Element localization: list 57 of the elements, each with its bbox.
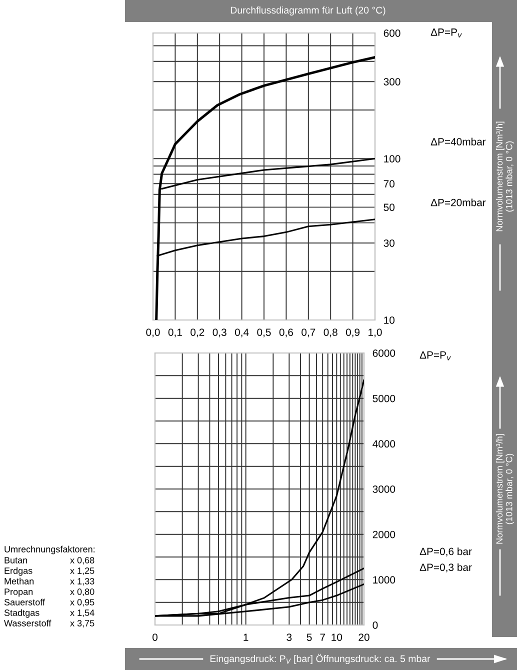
x-tick-label: 0,5 <box>257 328 271 338</box>
text: Butan <box>4 557 28 564</box>
text: ΔP=20mbar <box>430 198 486 206</box>
y-tick-label: 2000 <box>372 530 396 538</box>
y-tick-label: 600 <box>384 30 400 37</box>
x-tick-label: 0,7 <box>302 328 316 338</box>
x-tick-label: 0,3 <box>212 328 226 338</box>
x-tick-label: 0,2 <box>190 328 204 338</box>
text: ΔP=40mbar <box>430 138 486 146</box>
x-tick-label: 1,0 <box>368 328 382 338</box>
text: ΔP=0,3 bar <box>420 563 472 572</box>
text: Erdgas <box>4 567 32 576</box>
x-tick-label: 0,8 <box>324 328 338 338</box>
x-tick-label: 3 <box>286 634 292 641</box>
text: ΔP=P$_{v}$ <box>430 28 462 38</box>
x-tick-label: 0 <box>152 634 158 641</box>
y-tick-label: 5000 <box>372 394 396 402</box>
chart-title: Durchflussdiagramm für Luft (20 °C) <box>230 6 386 16</box>
text: x 1,54 <box>70 610 94 617</box>
y-tick-label: 1000 <box>373 576 396 584</box>
x-tick-label: 7 <box>320 634 325 641</box>
y-tick-label: 100 <box>384 155 400 162</box>
text: Methan <box>4 578 34 584</box>
y-tick-label: 300 <box>384 78 400 86</box>
x-tick-label: 5 <box>306 634 312 641</box>
text: x 1,33 <box>70 578 94 586</box>
text: Stadtgas <box>4 609 40 618</box>
text: x 1,25 <box>70 568 94 575</box>
text: x 0,80 <box>70 588 94 596</box>
x-tick-label: 0,6 <box>279 328 293 338</box>
y-tick-label: 50 <box>384 204 395 212</box>
y-axis-title: Normvolumenstrom [Nm³/h] (1013 mbar, 0 °C) <box>496 122 514 232</box>
y-tick-label: 10 <box>384 316 395 324</box>
y-tick-label: 4000 <box>372 440 396 448</box>
y-tick-label: 6000 <box>372 350 396 357</box>
text: ΔP=0,6 bar <box>420 548 472 556</box>
x-axis-title: Eingangsdruck: P$_{V}$ [bar] Öffnungsdruck: ca. 5 mbar <box>210 654 430 664</box>
y-tick-label: 30 <box>384 239 395 247</box>
x-tick-label: 0,9 <box>346 328 360 338</box>
y-tick-label: 3000 <box>372 486 396 493</box>
text: x 3,75 <box>70 620 94 628</box>
x-tick-label: 10 <box>332 634 342 641</box>
text: ΔP=P$_{v}$ <box>420 351 451 360</box>
x-tick-label: 20 <box>358 634 370 641</box>
text: x 0,95 <box>70 599 94 606</box>
y-tick-label: 0 <box>372 622 378 629</box>
y-tick-label: 70 <box>384 180 395 188</box>
y-axis-title: Normvolumenstrom [Nm³/h] (1013 mbar, 0 °C) <box>496 434 514 544</box>
x-tick-label: 1 <box>244 634 248 641</box>
text: x 0,68 <box>70 557 94 564</box>
text: Propan <box>4 588 33 597</box>
x-tick-label: 0,1 <box>168 328 182 338</box>
text: Umrechnungsfaktoren: <box>4 546 95 554</box>
text: Sauerstoff <box>4 598 46 606</box>
text: Wasserstoff <box>4 620 52 626</box>
x-tick-label: 0,0 <box>146 328 160 338</box>
x-tick-label: 0,4 <box>234 328 249 338</box>
